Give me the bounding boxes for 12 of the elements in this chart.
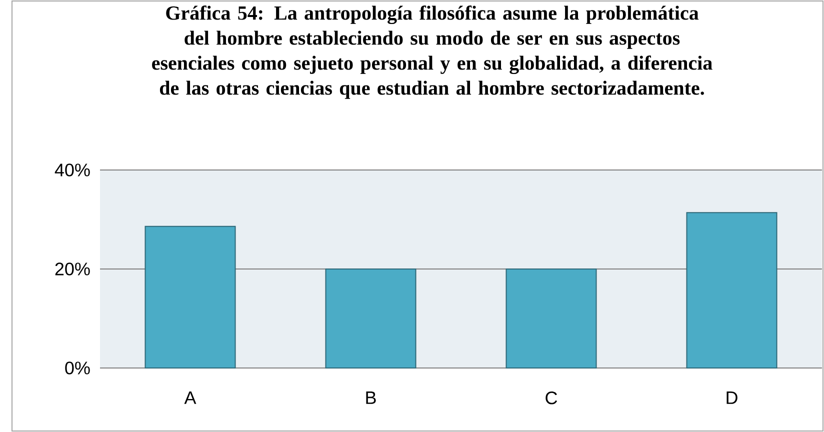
y-tick-label: 20%	[55, 262, 90, 276]
x-tick-label: B	[366, 392, 376, 404]
bar	[686, 212, 778, 368]
chart-title: Gráfica 54: La antropología filosófica asume la problemática del hombre estableciendo su modo de ser en sus aspectos esenciales como sejueto personal y en su globalidad, a diferencia de las otras ciencias que estudian al hombre sectorizadamente.	[152, 6, 712, 99]
bar	[144, 226, 236, 368]
x-tick-label: C	[546, 392, 558, 404]
bar	[506, 268, 597, 368]
y-tick-label: 40%	[54, 164, 90, 176]
bar	[325, 268, 416, 368]
y-tick-label: 0%	[65, 362, 90, 374]
x-tick-label: D	[726, 392, 738, 404]
x-tick-label: A	[184, 392, 196, 404]
